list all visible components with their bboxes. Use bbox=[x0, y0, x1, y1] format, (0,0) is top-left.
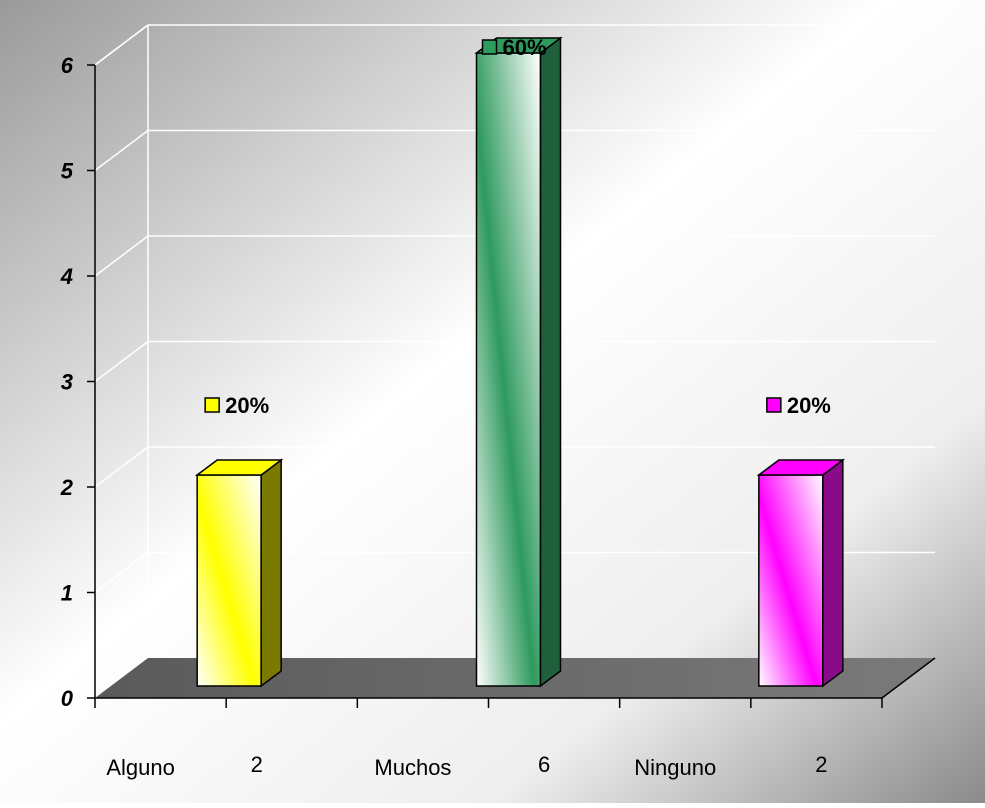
data-label-percent: 60% bbox=[503, 35, 547, 60]
y-tick-label: 0 bbox=[61, 686, 74, 711]
x-value-label: 2 bbox=[251, 752, 263, 777]
x-category-label: Muchos bbox=[374, 755, 451, 780]
gridline-side bbox=[94, 446, 149, 488]
bar-side bbox=[539, 36, 562, 688]
bar-ninguno bbox=[756, 458, 846, 688]
gridline-side bbox=[94, 129, 149, 172]
bar-side bbox=[260, 458, 282, 688]
data-label-percent: 20% bbox=[225, 393, 269, 418]
y-tick-label: 1 bbox=[61, 581, 73, 606]
y-tick-label: 3 bbox=[61, 370, 73, 395]
wall-edge bbox=[94, 24, 149, 66]
bar-alguno bbox=[194, 458, 284, 688]
x-value-label: 6 bbox=[538, 752, 550, 777]
bar-muchos bbox=[474, 36, 563, 688]
gridline-side bbox=[94, 340, 149, 383]
y-tick-label: 4 bbox=[60, 264, 73, 289]
bar-side bbox=[822, 458, 844, 688]
gridline-side bbox=[94, 551, 149, 594]
x-category-label: Alguno bbox=[106, 755, 175, 780]
data-label-key bbox=[766, 397, 782, 413]
data-label-key bbox=[204, 397, 220, 413]
bar-top bbox=[756, 459, 846, 476]
x-value-label: 2 bbox=[815, 752, 827, 777]
data-label-key bbox=[481, 39, 498, 55]
floor-edge bbox=[881, 657, 936, 699]
bar-top bbox=[194, 459, 284, 476]
gridline-side bbox=[94, 235, 149, 277]
bar-front bbox=[475, 52, 542, 687]
x-category-label: Ninguno bbox=[634, 755, 716, 780]
y-tick-label: 2 bbox=[60, 475, 74, 500]
y-tick-label: 5 bbox=[61, 159, 74, 184]
bar-front bbox=[758, 474, 824, 687]
data-label-percent: 20% bbox=[787, 393, 831, 418]
bar-front bbox=[196, 474, 262, 687]
y-tick-label: 6 bbox=[61, 53, 74, 78]
